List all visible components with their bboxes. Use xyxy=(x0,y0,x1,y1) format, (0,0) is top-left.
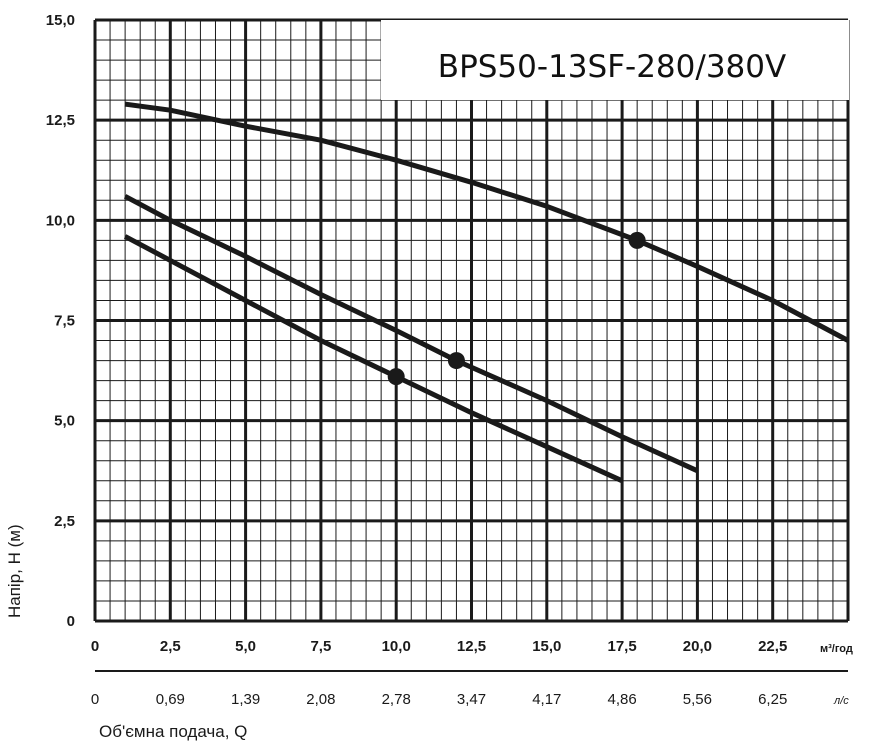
y-tick-label: 0 xyxy=(67,613,75,630)
x2-unit-label: л/с xyxy=(833,695,849,707)
y-tick-label: 2,5 xyxy=(54,513,75,530)
x2-tick-labels: 0 0,69 1,39 2,08 2,78 3,47 4,17 4,86 5,56 6,25 xyxy=(91,691,787,708)
y-tick-labels: 0 2,5 5,0 7,5 10,0 12,5 15,0 xyxy=(46,12,75,630)
y-tick-label: 12,5 xyxy=(46,112,75,129)
curve-marker-1 xyxy=(628,231,646,249)
x2-tick-label: 4,17 xyxy=(532,691,561,708)
curve-series-2 xyxy=(123,194,699,474)
x-tick-label: 0 xyxy=(91,638,99,655)
curve-marker-2 xyxy=(447,352,465,370)
x-tick-label: 20,0 xyxy=(683,638,712,655)
title-box: BPS50-13SF-280/380V xyxy=(381,20,849,100)
x2-tick-label: 5,56 xyxy=(683,691,712,708)
x-tick-label: 22,5 xyxy=(758,638,787,655)
x-axis-label: Об'ємна подача, Q xyxy=(99,722,247,741)
x-tick-label: 2,5 xyxy=(160,638,181,655)
x2-tick-label: 1,39 xyxy=(231,691,260,708)
x-tick-label: 5,0 xyxy=(235,638,256,655)
x2-tick-label: 0 xyxy=(91,691,99,708)
y-tick-label: 10,0 xyxy=(46,212,75,229)
chart-grid xyxy=(93,18,850,623)
title-background xyxy=(381,20,849,100)
x2-tick-label: 4,86 xyxy=(607,691,636,708)
x-unit-label: м³/год xyxy=(820,643,853,655)
x2-tick-label: 2,08 xyxy=(306,691,335,708)
chart-curves xyxy=(123,101,850,484)
x2-tick-label: 2,78 xyxy=(382,691,411,708)
x2-tick-label: 6,25 xyxy=(758,691,787,708)
curve-marker-3 xyxy=(387,368,405,386)
y-axis-label: Напір, Н (м) xyxy=(5,524,24,618)
x2-tick-label: 3,47 xyxy=(457,691,486,708)
curve-series-3 xyxy=(123,234,624,484)
curve-series-1 xyxy=(124,101,850,343)
x-tick-label: 12,5 xyxy=(457,638,486,655)
y-tick-label: 15,0 xyxy=(46,12,75,29)
x-tick-label: 10,0 xyxy=(382,638,411,655)
x-tick-labels: 0 2,5 5,0 7,5 10,0 12,5 15,0 17,5 20,0 22,5 xyxy=(91,638,787,655)
x-tick-label: 7,5 xyxy=(310,638,331,655)
chart-markers xyxy=(387,231,646,386)
chart-title: BPS50-13SF-280/380V xyxy=(438,49,786,85)
x-tick-label: 17,5 xyxy=(607,638,636,655)
x2-tick-label: 0,69 xyxy=(156,691,185,708)
y-tick-label: 7,5 xyxy=(54,313,75,330)
y-tick-label: 5,0 xyxy=(54,413,75,430)
x-tick-label: 15,0 xyxy=(532,638,561,655)
